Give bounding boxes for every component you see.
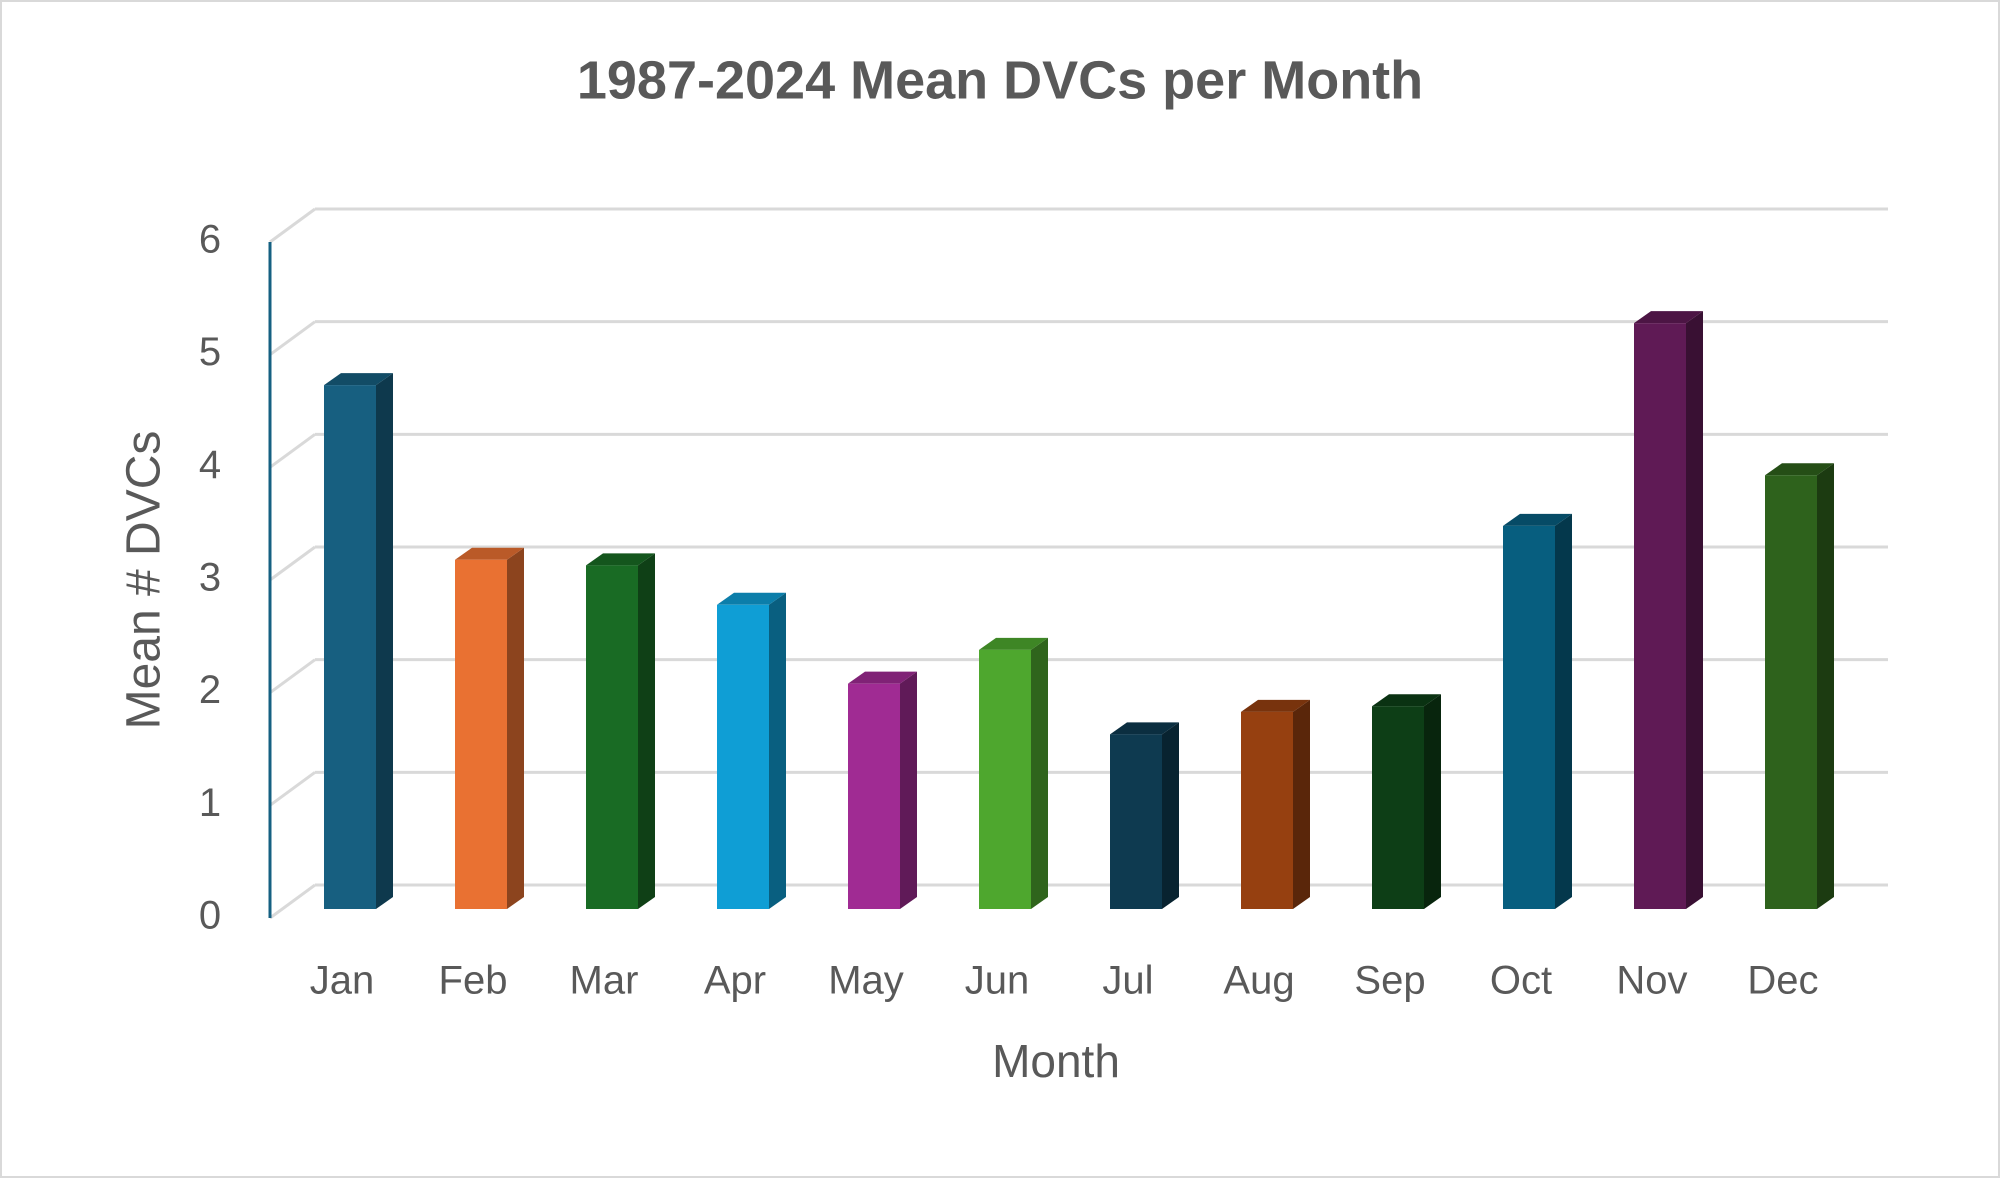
grid-line [269,320,316,356]
bar-top [1503,513,1572,526]
bar-side [1817,463,1834,909]
bar-side [1686,311,1703,910]
y-axis-title: Mean # DVCs [118,431,171,730]
x-tick-label: Dec [1747,959,1818,1003]
bar-side [1293,699,1310,909]
y-tick-label: 6 [199,218,221,262]
bar-side [1031,637,1048,909]
y-tick-label: 3 [199,556,221,600]
grid-line [269,771,316,807]
bar [586,565,638,909]
x-axis-title: Month [992,1035,1120,1087]
bar-top [979,637,1048,650]
y-tick-label: 2 [199,668,221,712]
y-tick-label: 1 [199,781,221,825]
bar-top [1110,722,1179,735]
bar-side [1424,694,1441,909]
x-tick-label: Jul [1102,959,1153,1003]
bar-side [507,547,524,909]
bar-top [1241,699,1310,712]
bar [979,649,1031,909]
x-tick-label: Feb [439,959,508,1003]
x-tick-label: Mar [570,959,639,1003]
x-tick-label: Nov [1616,959,1687,1003]
x-tick-label: Jun [965,959,1030,1003]
x-tick-label: Sep [1354,959,1425,1003]
bar [1372,706,1424,909]
bar-top [848,671,917,684]
x-tick-label: Aug [1223,959,1294,1003]
bar [848,683,900,909]
y-tick-label: 5 [199,330,221,374]
x-tick-label: May [828,959,904,1003]
bar-top [1765,463,1834,476]
bar-top [455,547,524,560]
grid-line [269,207,316,244]
bar-side [638,553,655,909]
grid-line [269,433,316,469]
bar-top [586,553,655,566]
bar-top [717,592,786,605]
bar-top [1372,694,1441,707]
bar [717,604,769,909]
bar [1110,734,1162,909]
y-tick-label: 4 [199,443,221,487]
bar [324,385,376,910]
chart-title: 1987-2024 Mean DVCs per Month [577,50,1423,110]
bar [1241,711,1293,909]
x-tick-label: Jan [310,959,375,1003]
bar [1503,525,1555,909]
bar-side [376,373,393,910]
bar [1765,475,1817,909]
bar-side [1162,722,1179,909]
bar [455,559,507,909]
grid-line [269,658,316,694]
bar-top [324,373,393,386]
grid-line [269,545,316,582]
x-tick-label: Apr [704,959,766,1003]
x-tick-label: Oct [1490,959,1552,1003]
grid-line [269,883,316,920]
bar [1634,323,1686,910]
bar-side [769,592,786,909]
bar-top [1634,311,1703,324]
bar-side [1555,513,1572,909]
y-tick-label: 0 [199,894,221,938]
bar-side [900,671,917,909]
